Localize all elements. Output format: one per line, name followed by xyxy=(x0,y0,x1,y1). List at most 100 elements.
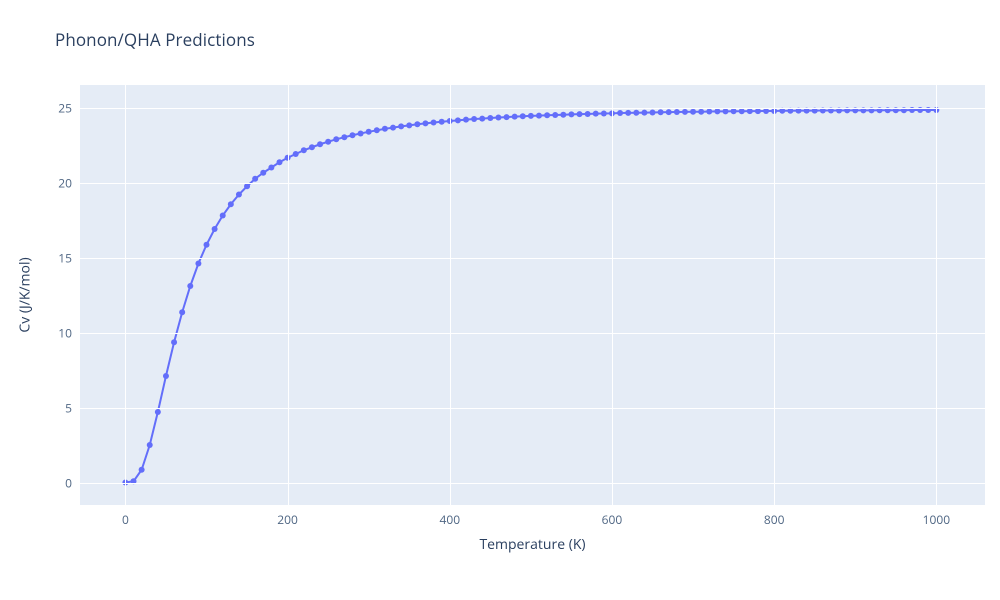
series-marker[interactable] xyxy=(252,176,258,182)
gridline-h xyxy=(80,258,985,259)
series-marker[interactable] xyxy=(317,141,323,147)
y-tick-label: 0 xyxy=(52,474,72,491)
series-marker[interactable] xyxy=(414,121,420,127)
series-marker[interactable] xyxy=(398,123,404,129)
series-marker[interactable] xyxy=(147,442,153,448)
series-marker[interactable] xyxy=(698,109,704,115)
series-marker[interactable] xyxy=(179,309,185,315)
series-marker[interactable] xyxy=(641,110,647,116)
series-marker[interactable] xyxy=(487,115,493,121)
series-marker[interactable] xyxy=(171,339,177,345)
series-marker[interactable] xyxy=(577,111,583,117)
y-tick-label: 15 xyxy=(52,249,72,266)
series-marker[interactable] xyxy=(463,117,469,123)
series-marker[interactable] xyxy=(163,373,169,379)
series-marker[interactable] xyxy=(236,192,242,198)
series-marker[interactable] xyxy=(625,110,631,116)
series-marker[interactable] xyxy=(260,170,266,176)
series-marker[interactable] xyxy=(268,165,274,171)
series-marker[interactable] xyxy=(309,144,315,150)
series-marker[interactable] xyxy=(560,112,566,118)
series-marker[interactable] xyxy=(593,111,599,117)
gridline-v xyxy=(936,85,937,505)
series-marker[interactable] xyxy=(333,136,339,142)
series-marker[interactable] xyxy=(779,108,785,114)
series-marker[interactable] xyxy=(520,113,526,119)
x-axis-label: Temperature (K) xyxy=(479,535,585,554)
series-marker[interactable] xyxy=(276,159,282,165)
series-marker[interactable] xyxy=(455,117,461,123)
series-marker[interactable] xyxy=(747,108,753,114)
gridline-v xyxy=(288,85,289,505)
series-marker[interactable] xyxy=(228,201,234,207)
series-marker[interactable] xyxy=(666,109,672,115)
series-marker[interactable] xyxy=(479,116,485,122)
series-marker[interactable] xyxy=(382,126,388,132)
series-marker[interactable] xyxy=(568,111,574,117)
series-marker[interactable] xyxy=(358,130,364,136)
series-marker[interactable] xyxy=(512,114,518,120)
series-marker[interactable] xyxy=(439,119,445,125)
series-marker[interactable] xyxy=(650,109,656,115)
gridline-v xyxy=(612,85,613,505)
series-marker[interactable] xyxy=(739,108,745,114)
series-marker[interactable] xyxy=(795,108,801,114)
series-marker[interactable] xyxy=(244,183,250,189)
series-marker[interactable] xyxy=(682,109,688,115)
plot-svg xyxy=(0,0,1000,600)
gridline-h xyxy=(80,333,985,334)
series-marker[interactable] xyxy=(195,261,201,267)
series-marker[interactable] xyxy=(349,132,355,138)
series-marker[interactable] xyxy=(763,108,769,114)
series-marker[interactable] xyxy=(674,109,680,115)
series-marker[interactable] xyxy=(187,283,193,289)
x-tick-label: 0 xyxy=(122,511,129,528)
series-marker[interactable] xyxy=(390,125,396,131)
gridline-v xyxy=(125,85,126,505)
series-marker[interactable] xyxy=(658,109,664,115)
series-marker[interactable] xyxy=(755,108,761,114)
series-marker[interactable] xyxy=(220,213,226,219)
series-marker[interactable] xyxy=(155,409,161,415)
series-marker[interactable] xyxy=(212,226,218,232)
y-tick-label: 25 xyxy=(52,99,72,116)
series-marker[interactable] xyxy=(731,108,737,114)
series-marker[interactable] xyxy=(714,108,720,114)
series-marker[interactable] xyxy=(812,108,818,114)
series-marker[interactable] xyxy=(325,139,331,145)
x-tick-label: 200 xyxy=(277,511,298,528)
series-marker[interactable] xyxy=(690,109,696,115)
gridline-h xyxy=(80,108,985,109)
series-marker[interactable] xyxy=(633,110,639,116)
series-marker[interactable] xyxy=(585,111,591,117)
series-marker[interactable] xyxy=(706,109,712,115)
series-marker[interactable] xyxy=(544,112,550,118)
series-marker[interactable] xyxy=(422,120,428,126)
series-marker[interactable] xyxy=(431,120,437,126)
series-marker[interactable] xyxy=(536,113,542,119)
series-line[interactable] xyxy=(125,110,936,482)
chart-container: Phonon/QHA Predictions Cv (J/K/mol) Temp… xyxy=(0,0,1000,600)
series-marker[interactable] xyxy=(366,129,372,135)
series-marker[interactable] xyxy=(552,112,558,118)
series-marker[interactable] xyxy=(406,122,412,128)
series-marker[interactable] xyxy=(601,111,607,117)
series-marker[interactable] xyxy=(787,108,793,114)
series-marker[interactable] xyxy=(528,113,534,119)
series-marker[interactable] xyxy=(139,467,145,473)
gridline-h xyxy=(80,408,985,409)
series-marker[interactable] xyxy=(293,151,299,157)
series-marker[interactable] xyxy=(301,147,307,153)
series-marker[interactable] xyxy=(495,115,501,121)
series-marker[interactable] xyxy=(374,127,380,133)
series-marker[interactable] xyxy=(617,110,623,116)
series-marker[interactable] xyxy=(504,114,510,120)
gridline-v xyxy=(450,85,451,505)
series-marker[interactable] xyxy=(471,116,477,122)
series-marker[interactable] xyxy=(204,242,210,248)
series-marker[interactable] xyxy=(723,108,729,114)
y-tick-label: 20 xyxy=(52,174,72,191)
series-marker[interactable] xyxy=(341,134,347,140)
series-marker[interactable] xyxy=(804,108,810,114)
gridline-h xyxy=(80,483,985,484)
